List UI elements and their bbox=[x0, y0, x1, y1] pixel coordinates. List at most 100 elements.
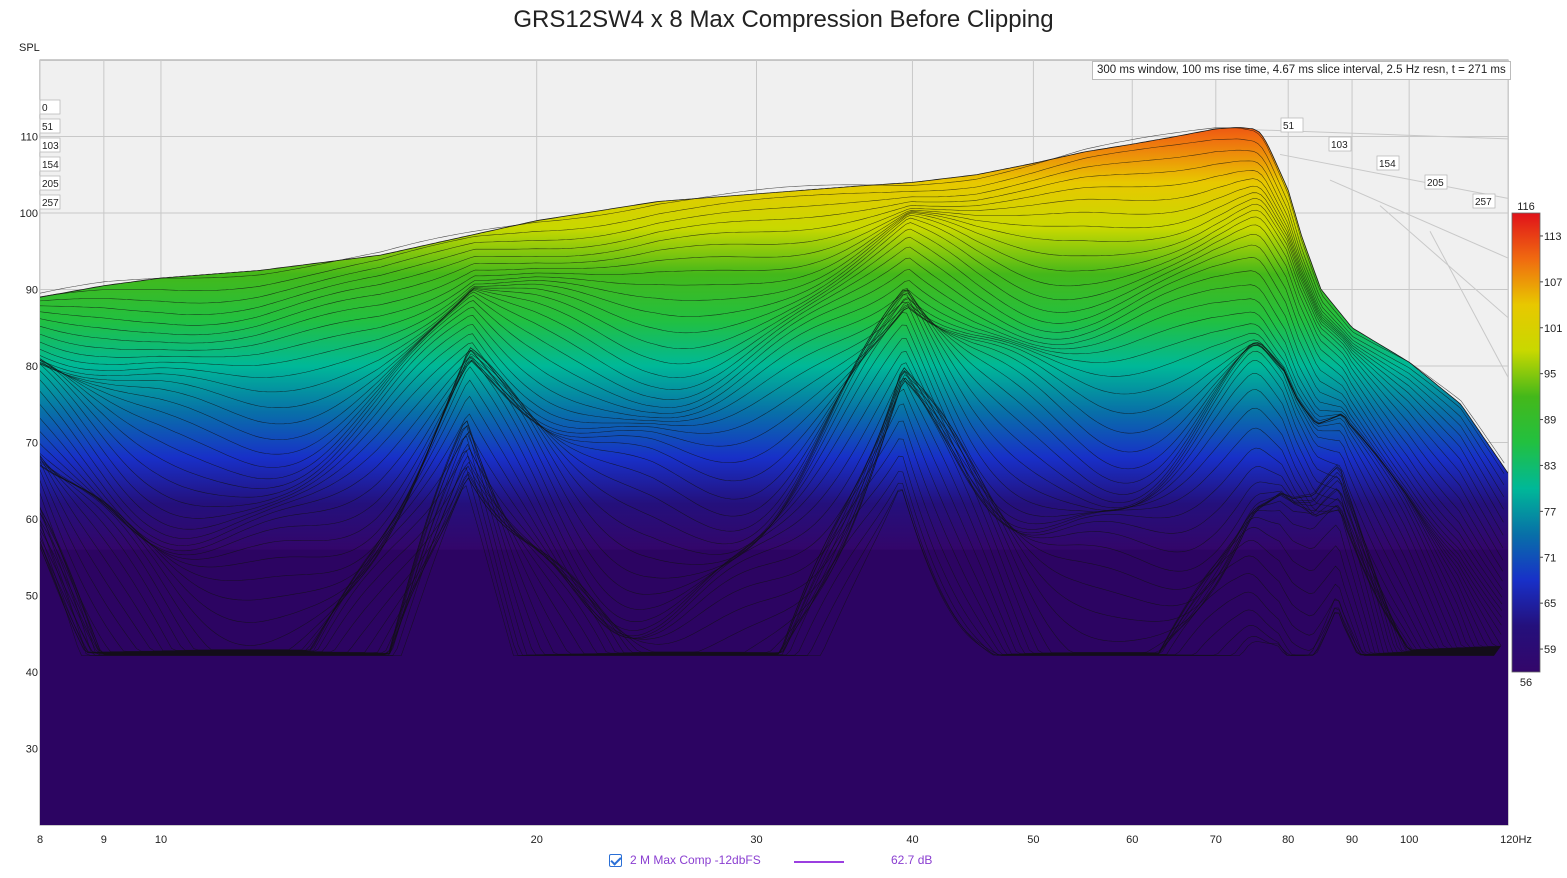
chart-title: GRS12SW4 x 8 Max Compression Before Clip… bbox=[513, 6, 1054, 33]
time-label-box bbox=[1376, 155, 1400, 171]
decay-slice bbox=[40, 425, 1495, 655]
decay-slice bbox=[40, 216, 1503, 590]
decay-slice bbox=[40, 388, 1496, 654]
y-tick-label: 50 bbox=[26, 591, 38, 603]
y-tick-label: 100 bbox=[20, 208, 38, 220]
time-label-box bbox=[39, 137, 61, 153]
decay-slice bbox=[40, 127, 1505, 464]
time-label: 257 bbox=[42, 198, 59, 209]
colorbar-max-label: 116 bbox=[1517, 201, 1535, 213]
decay-slice bbox=[40, 298, 1501, 647]
y-tick-label: 80 bbox=[26, 361, 38, 373]
analysis-info: 300 ms window, 100 ms rise time, 4.67 ms… bbox=[1092, 61, 1511, 80]
time-label-box bbox=[39, 99, 61, 115]
decay-slice bbox=[40, 192, 1504, 549]
time-label: 154 bbox=[42, 160, 59, 171]
decay-slice bbox=[40, 203, 1503, 572]
decay-slice bbox=[40, 198, 1504, 561]
x-tick-label: 100 bbox=[1400, 834, 1418, 846]
legend-checkbox[interactable] bbox=[609, 854, 622, 867]
time-label-box bbox=[1472, 193, 1496, 209]
decay-slice bbox=[40, 307, 1501, 648]
y-tick-label: 90 bbox=[26, 285, 38, 297]
decay-slice bbox=[40, 160, 1505, 498]
colorbar-tick-label: 83 bbox=[1544, 460, 1556, 472]
colorbar-gradient bbox=[1511, 212, 1541, 673]
colorbar-tick-label: 65 bbox=[1544, 598, 1556, 610]
x-tick-label: 90 bbox=[1346, 834, 1358, 846]
decay-slice bbox=[40, 377, 1498, 652]
time-label-box bbox=[1424, 174, 1448, 190]
decay-slice bbox=[40, 289, 1499, 650]
legend-series-line bbox=[794, 861, 844, 863]
x-tick-label: 50 bbox=[1027, 834, 1039, 846]
decay-slice bbox=[40, 288, 1500, 649]
decay-slice bbox=[40, 178, 1504, 523]
decay-slice bbox=[40, 236, 1503, 611]
decay-slice bbox=[40, 269, 1502, 635]
x-tick-label: 9 bbox=[101, 834, 107, 846]
colorbar-tick-label: 71 bbox=[1544, 552, 1556, 564]
y-tick-label: 70 bbox=[26, 438, 38, 450]
x-tick-label: 20 bbox=[531, 834, 543, 846]
decay-slice bbox=[40, 138, 1505, 474]
x-tick-label: 30 bbox=[750, 834, 762, 846]
decay-surface bbox=[40, 127, 1508, 825]
decay-slice bbox=[40, 450, 1495, 656]
decay-slice bbox=[40, 228, 1503, 605]
colorbar-tick-label: 77 bbox=[1544, 506, 1556, 518]
decay-slice bbox=[40, 367, 1497, 653]
decay-slice bbox=[40, 289, 1500, 649]
y-tick-label: 30 bbox=[26, 744, 38, 756]
front-slice bbox=[40, 127, 1508, 474]
y-tick-label: 110 bbox=[20, 132, 38, 144]
time-label-box bbox=[1280, 117, 1304, 133]
noise-floor bbox=[40, 549, 1508, 825]
y-tick-label: 60 bbox=[26, 514, 38, 526]
decay-slice bbox=[40, 257, 1502, 626]
decay-slice bbox=[40, 307, 1501, 648]
decay-slice bbox=[40, 362, 1498, 651]
colorbar-min-label: 56 bbox=[1520, 677, 1532, 689]
y-axis-label: SPL bbox=[19, 42, 40, 54]
decay-slice bbox=[40, 170, 1504, 510]
decay-slice bbox=[40, 296, 1500, 649]
time-label: 51 bbox=[42, 122, 54, 133]
x-tick-label: 40 bbox=[906, 834, 918, 846]
time-gridline bbox=[1229, 128, 1508, 140]
time-gridline bbox=[1329, 179, 1508, 259]
colorbar-tick-label: 89 bbox=[1544, 415, 1556, 427]
decay-slice bbox=[40, 485, 1494, 656]
decay-slice bbox=[40, 301, 1500, 648]
x-tick-label: 60 bbox=[1126, 834, 1138, 846]
time-label: 205 bbox=[1427, 178, 1444, 189]
decay-slice bbox=[40, 338, 1498, 651]
axes: 8 9 10 20 30 40 50 60 70 80 90 100 120Hz 30 40 50 60 70 80… bbox=[20, 99, 1532, 846]
x-tick-label: 8 bbox=[37, 834, 43, 846]
decay-slice bbox=[40, 149, 1505, 486]
time-label-box bbox=[39, 194, 61, 210]
x-tick-label: 10 bbox=[155, 834, 167, 846]
x-tick-label: 70 bbox=[1210, 834, 1222, 846]
colorbar: 116 56 113 107 101 95 89 83 77 71 65 59 bbox=[1511, 201, 1562, 689]
time-label: 154 bbox=[1379, 159, 1396, 170]
decay-slice bbox=[40, 222, 1503, 598]
decay-slice bbox=[40, 374, 1497, 653]
time-gridline bbox=[1279, 153, 1508, 199]
x-tick-label: 80 bbox=[1282, 834, 1294, 846]
time-label: 205 bbox=[42, 179, 59, 190]
time-label: 257 bbox=[1475, 197, 1492, 208]
time-gridline bbox=[1379, 205, 1508, 319]
legend-series-name[interactable]: 2 M Max Comp -12dbFS bbox=[630, 853, 761, 867]
time-label-box bbox=[1328, 136, 1352, 152]
decay-slice bbox=[40, 290, 1501, 647]
decay-slice bbox=[40, 304, 1501, 647]
decay-slice bbox=[40, 301, 1499, 650]
y-tick-label: 40 bbox=[26, 667, 38, 679]
decay-slice bbox=[40, 209, 1503, 582]
legend-series-value: 62.7 dB bbox=[891, 853, 933, 867]
time-gridline bbox=[1429, 230, 1508, 378]
decay-slice bbox=[40, 246, 1502, 618]
decay-slice bbox=[40, 370, 1496, 654]
